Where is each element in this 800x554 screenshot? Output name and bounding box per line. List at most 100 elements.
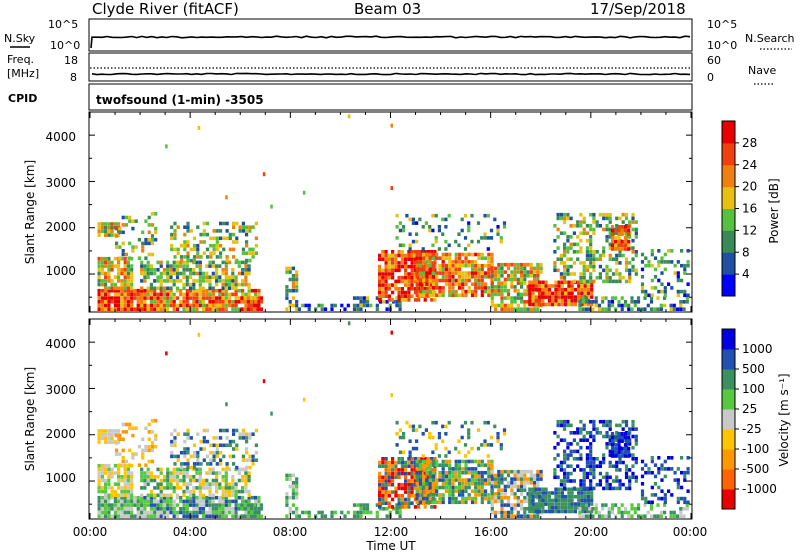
velocity-cell-1122 (431, 459, 435, 464)
velocity-cell-437 (257, 503, 261, 507)
power-cell-1988 (640, 307, 644, 311)
power-cell-51 (123, 288, 127, 293)
power-cell-1221 (467, 289, 471, 294)
power-cell-1282 (487, 263, 491, 268)
velocity-cell-561 (208, 467, 212, 472)
power-cell-58 (130, 307, 134, 311)
power-cell-1124 (435, 286, 439, 290)
power-cell-173 (107, 233, 111, 237)
power-cell-350 (205, 307, 209, 311)
power-ytick-2000: 2000 (45, 220, 76, 234)
velocity-cell-640 (176, 432, 180, 436)
velocity-cell-375 (218, 503, 222, 507)
power-cell-862 (378, 268, 382, 273)
power-cell-560 (208, 264, 212, 268)
velocity-cell-1555 (541, 509, 545, 514)
velocity-cell-249 (143, 507, 147, 511)
power-cell-857 (378, 287, 382, 291)
velocity-cell-1128 (435, 478, 439, 482)
power-cell-1408 (500, 281, 504, 285)
power-cell-1193 (457, 278, 462, 283)
velocity-colorbar-ticklabel-7: -1000 (742, 482, 777, 496)
power-cell-1380 (490, 270, 494, 274)
velocity-cell-1621 (573, 506, 577, 510)
power-cell-1694 (566, 268, 570, 273)
power-cell-797 (295, 288, 299, 293)
power-cell-2019 (640, 260, 645, 264)
power-cell-660 (189, 229, 193, 233)
power-cell-1892 (631, 220, 635, 224)
velocity-cell-277 (159, 507, 163, 511)
velocity-cell-1118 (431, 478, 435, 482)
velocity-cell-133 (120, 478, 124, 483)
velocity-cell-1916 (617, 450, 621, 455)
velocity-colorbar-ticklabel-2: 100 (742, 382, 765, 396)
power-cell-304 (175, 303, 180, 308)
power-cell-584 (224, 279, 228, 283)
power-cell-1729 (579, 246, 583, 250)
power-cell-1975 (620, 296, 624, 300)
power-cell-502 (175, 279, 180, 283)
power-cell-1401 (500, 307, 504, 311)
velocity-cell-1736 (582, 482, 586, 487)
velocity-cell-14 (104, 507, 108, 511)
power-cell-639 (176, 247, 180, 252)
velocity-cell-1876 (628, 482, 632, 487)
power-cell-1724 (579, 279, 583, 284)
velocity-cell-116 (110, 467, 114, 472)
velocity-cell-652 (186, 458, 190, 462)
velocity-cell-1627 (577, 498, 581, 503)
velocity-cell-2069 (680, 485, 684, 490)
power-cell-2046 (660, 260, 664, 264)
velocity-cell-1647 (586, 502, 590, 506)
velocity-cell-1223 (467, 485, 471, 490)
velocity-cell-929 (397, 460, 401, 465)
velocity-cell-1382 (493, 514, 498, 518)
velocity-cell-885 (384, 471, 388, 476)
velocity-cell-1799 (602, 434, 606, 439)
velocity-cell-1361 (486, 420, 490, 425)
velocity-cell-905 (391, 479, 395, 483)
power-cell-241 (140, 307, 144, 311)
power-cell-225 (147, 252, 151, 257)
velocity-cell-730 (241, 432, 245, 436)
power-cell-1393 (497, 288, 501, 293)
power-cell-921 (397, 294, 401, 298)
velocity-cell-472 (159, 489, 163, 494)
power-cell-847 (395, 303, 399, 308)
power-cell-922 (397, 290, 401, 295)
velocity-cell-1406 (500, 495, 504, 500)
power-cell-1373 (490, 300, 494, 304)
power-cell-2009 (679, 300, 683, 304)
power-cell-1932 (623, 228, 628, 233)
power-cell-1588 (557, 295, 561, 299)
power-cell-1662 (553, 238, 557, 243)
velocity-cell-1351 (470, 446, 474, 451)
velocity-colorbar-ticklabel-4: -25 (742, 422, 762, 436)
power-cell-1162 (448, 278, 452, 283)
velocity-cell-917 (394, 468, 398, 472)
power-cell-1802 (605, 279, 609, 284)
power-cell-452 (146, 275, 150, 279)
power-cell-935 (400, 279, 404, 284)
power-cell-1575 (551, 299, 555, 303)
power-cell-1876 (628, 275, 632, 280)
velocity-cell-1839 (615, 460, 619, 465)
power-cell-903 (391, 283, 395, 287)
velocity-cell-85 (97, 471, 101, 475)
velocity-cell-163 (97, 436, 101, 441)
power-cell-2050 (663, 286, 667, 290)
power-cell-1979 (627, 303, 631, 308)
power-cell-1066 (415, 267, 419, 272)
velocity-cell-1811 (605, 423, 609, 428)
power-cell-1758 (589, 264, 593, 269)
power-cell-71 (136, 296, 140, 300)
power-cell-470 (156, 260, 160, 265)
velocity-cell-1208 (461, 470, 465, 475)
velocity-cell-513 (182, 489, 186, 494)
power-cell-1198 (457, 260, 462, 264)
power-cell-789 (291, 285, 295, 289)
power-cell-1353 (476, 239, 481, 244)
velocity-cell-2077 (686, 500, 690, 505)
power-cell-1338 (447, 213, 451, 218)
